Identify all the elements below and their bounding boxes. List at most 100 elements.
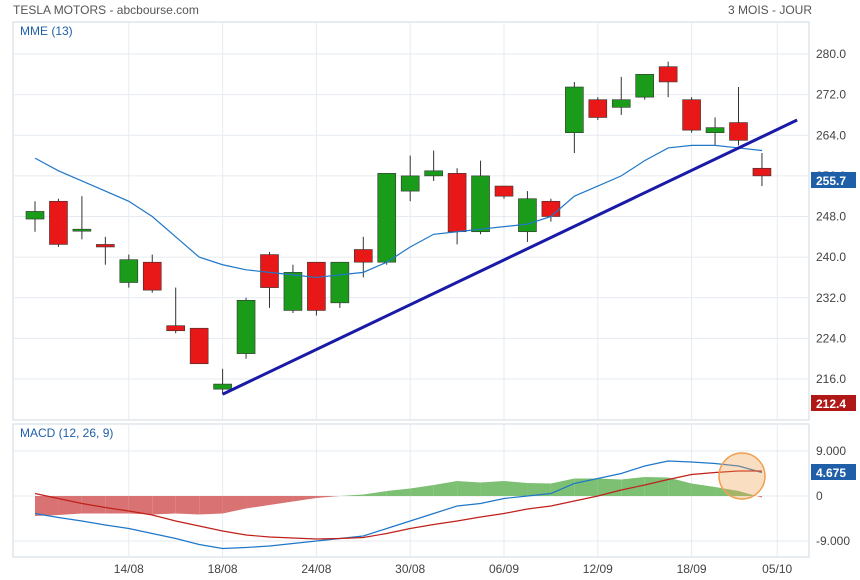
x-tick-label: 24/08 xyxy=(301,562,331,576)
candle-body xyxy=(518,198,537,233)
histogram-segment xyxy=(738,491,757,496)
candle xyxy=(260,252,279,308)
candle xyxy=(236,297,256,359)
candle-body xyxy=(635,74,655,98)
candle-body xyxy=(494,185,514,197)
candle-body xyxy=(611,99,631,108)
histogram-segment xyxy=(386,488,411,496)
chart-title: TESLA MOTORS - abcbourse.com xyxy=(13,3,199,17)
candle xyxy=(518,191,537,242)
histogram-segment xyxy=(363,491,387,496)
candle xyxy=(611,76,631,115)
highlight-circle xyxy=(718,452,766,500)
histogram-segment xyxy=(480,481,504,496)
x-tick-label: 18/09 xyxy=(677,562,707,576)
price-tick-label: 216.0 xyxy=(816,372,846,386)
histogram-segment xyxy=(756,496,762,498)
chart-header: TESLA MOTORS - abcbourse.com 3 MOIS - JO… xyxy=(0,0,860,22)
candle xyxy=(729,87,748,146)
macd-y-axis: 9.000 0 -9.000 xyxy=(816,444,850,548)
candle-body xyxy=(307,261,326,311)
candle-body xyxy=(353,249,373,263)
candle-body xyxy=(377,173,397,263)
histogram-segment xyxy=(152,496,176,515)
histogram-segment xyxy=(316,496,340,498)
histogram-segment xyxy=(105,496,129,514)
candlestick-series xyxy=(25,61,772,395)
candle-body xyxy=(447,173,467,233)
candle-body xyxy=(236,299,256,354)
histogram-segment xyxy=(457,481,481,496)
histogram-segment xyxy=(410,485,434,496)
candle-body xyxy=(705,127,725,134)
candle-body xyxy=(588,99,608,118)
histogram-segment xyxy=(574,478,598,496)
candle-body xyxy=(119,259,139,283)
macd-panel-frame xyxy=(12,423,810,558)
candle-body xyxy=(283,272,303,311)
x-tick-label: 06/09 xyxy=(489,562,519,576)
candle xyxy=(353,236,373,278)
mme-line xyxy=(34,144,763,279)
x-tick-label: 12/09 xyxy=(583,562,613,576)
macd-tick-label: 0 xyxy=(816,489,823,503)
histogram-segment xyxy=(691,483,716,496)
candle xyxy=(142,254,162,293)
candle-body xyxy=(189,327,209,365)
candle xyxy=(307,261,326,316)
histogram-segment xyxy=(35,496,59,516)
candle-body xyxy=(752,167,772,177)
candle xyxy=(330,261,350,308)
candle xyxy=(635,74,655,100)
candle xyxy=(471,160,490,235)
histogram-segment xyxy=(128,496,153,515)
x-tick-label: 05/10 xyxy=(762,562,792,576)
histogram-segment xyxy=(175,496,200,515)
macd-indicator-label: MACD (12, 26, 9) xyxy=(20,426,113,440)
mme-series xyxy=(34,144,763,279)
price-tick-label: 240.0 xyxy=(816,250,846,264)
candle-body xyxy=(729,122,748,141)
candle xyxy=(213,368,232,395)
price-y-axis: 216.0224.0232.0240.0248.0256.0264.0272.0… xyxy=(816,47,846,386)
histogram-segment xyxy=(550,478,575,496)
candle-body xyxy=(682,99,701,131)
histogram-segment xyxy=(81,496,106,514)
x-tick-label: 14/08 xyxy=(114,562,144,576)
histogram-segment xyxy=(715,487,739,496)
last-price-value: 255.7 xyxy=(816,174,846,188)
histogram-segment xyxy=(644,477,669,496)
histogram-segment xyxy=(527,483,551,496)
histogram-segment xyxy=(199,496,223,515)
macd-last-value: 4.675 xyxy=(816,466,846,480)
candle xyxy=(377,173,397,265)
candle-body xyxy=(471,175,490,233)
trendline xyxy=(221,118,798,396)
period-selector[interactable]: 3 MOIS - JOUR xyxy=(727,3,812,17)
candle xyxy=(283,264,303,313)
candle xyxy=(752,153,772,187)
candle-body xyxy=(400,175,420,192)
price-tick-label: 280.0 xyxy=(816,47,846,61)
macd-last-badge: 4.675 xyxy=(811,464,856,480)
histogram-segment xyxy=(339,494,364,496)
candle-body xyxy=(213,383,232,390)
candle-body xyxy=(424,170,443,177)
histogram-segment xyxy=(269,496,293,505)
histogram-segment xyxy=(222,496,247,514)
candle xyxy=(588,97,608,121)
x-tick-label: 30/08 xyxy=(395,562,425,576)
candle xyxy=(72,196,92,240)
macd-last-badge-bg xyxy=(811,464,856,480)
histogram-segment xyxy=(58,496,82,515)
price-tick-label: 264.0 xyxy=(816,128,846,142)
candle-body xyxy=(541,200,561,217)
last-price-badge-bg xyxy=(811,172,856,188)
candle xyxy=(494,185,514,199)
macd-histogram xyxy=(35,477,762,516)
macd-tick-label: 9.000 xyxy=(816,444,846,458)
candle-body xyxy=(96,244,115,248)
macd-series xyxy=(34,460,763,550)
candle-body xyxy=(25,211,45,220)
candle xyxy=(705,117,725,146)
